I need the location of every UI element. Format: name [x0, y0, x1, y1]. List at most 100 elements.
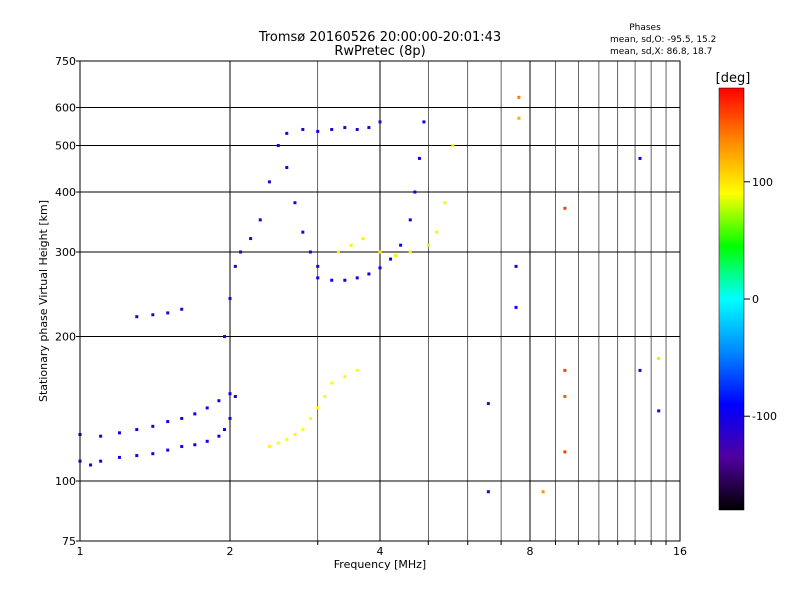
y-tick-label: 300 — [55, 246, 76, 259]
data-point — [435, 230, 439, 234]
data-point — [293, 433, 297, 437]
data-point — [514, 305, 518, 309]
data-point — [330, 381, 334, 385]
data-point — [443, 201, 447, 205]
data-point — [193, 443, 197, 447]
data-point — [563, 206, 567, 210]
data-point — [117, 431, 121, 435]
data-point — [408, 250, 412, 254]
colorbar-tick-label: -100 — [752, 410, 777, 423]
x-tick-label: 8 — [527, 545, 534, 558]
data-point — [285, 165, 289, 169]
data-point — [361, 237, 365, 241]
data-point — [638, 156, 642, 160]
colorbar-tick-label: 100 — [752, 176, 773, 189]
data-point — [166, 448, 170, 452]
data-point — [389, 257, 393, 261]
data-point — [563, 450, 567, 454]
data-point — [99, 459, 103, 463]
data-point — [517, 116, 521, 120]
data-point — [276, 441, 280, 445]
phases-heading: Phases — [629, 23, 661, 33]
data-point — [541, 490, 545, 494]
data-point — [217, 399, 221, 403]
data-point — [657, 409, 661, 413]
data-point — [367, 272, 371, 276]
y-tick-label: 400 — [55, 186, 76, 199]
data-point — [451, 144, 455, 148]
data-point — [267, 445, 271, 449]
colorbar-label: [deg] — [716, 71, 751, 86]
data-point — [228, 416, 232, 420]
data-point — [308, 416, 312, 420]
data-point — [336, 250, 340, 254]
y-tick-label: 500 — [55, 140, 76, 153]
data-point — [486, 490, 490, 494]
data-point — [285, 131, 289, 135]
data-point — [486, 402, 490, 406]
x-tick-label: 16 — [673, 545, 687, 558]
chart-subtitle: RwPretec (8p) — [334, 44, 425, 59]
data-point — [293, 201, 297, 205]
data-point — [166, 311, 170, 315]
data-point — [657, 356, 661, 360]
data-point — [193, 412, 197, 416]
data-point — [205, 406, 209, 410]
data-point — [258, 218, 262, 222]
data-point — [316, 276, 320, 280]
data-point — [343, 278, 347, 282]
data-points — [78, 95, 661, 494]
data-point — [228, 392, 232, 396]
x-axis-label: Frequency [MHz] — [334, 558, 426, 571]
data-point — [355, 127, 359, 131]
data-point — [205, 439, 209, 443]
data-point — [355, 276, 359, 280]
data-point — [394, 254, 398, 258]
data-point — [135, 428, 139, 432]
data-point — [166, 420, 170, 424]
data-point — [316, 264, 320, 268]
data-point — [378, 250, 382, 254]
data-point — [217, 434, 221, 438]
data-point — [151, 424, 155, 428]
data-point — [367, 126, 371, 130]
y-tick-label: 600 — [55, 102, 76, 115]
x-tick-label: 4 — [377, 545, 384, 558]
data-point — [378, 120, 382, 124]
data-point — [422, 120, 426, 124]
data-point — [276, 144, 280, 148]
data-point — [413, 190, 417, 194]
data-point — [180, 416, 184, 420]
data-point — [426, 243, 430, 247]
y-tick-label: 100 — [55, 475, 76, 488]
data-point — [563, 368, 567, 372]
y-axis-label: Stationary phase Virtual Height [km] — [37, 200, 50, 402]
colorbar — [718, 87, 745, 511]
data-point — [233, 395, 237, 399]
grid-lines — [79, 60, 681, 542]
axis-ticks: 1 2 4 8 16 75 100 200 300 400 500 600 750 — [55, 55, 687, 558]
data-point — [99, 434, 103, 438]
data-point — [180, 445, 184, 449]
data-point — [180, 307, 184, 311]
phases-o-stats: mean, sd,O: -95.5, 15.2 — [610, 35, 716, 45]
data-point — [378, 266, 382, 270]
colorbar-tick-label: 0 — [752, 293, 759, 306]
data-point — [349, 243, 353, 247]
data-point — [285, 438, 289, 442]
data-point — [514, 264, 518, 268]
data-point — [151, 452, 155, 456]
data-point — [89, 463, 93, 467]
data-point — [151, 313, 155, 317]
data-point — [267, 180, 271, 184]
data-point — [233, 264, 237, 268]
data-point — [301, 428, 305, 432]
x-tick-label: 1 — [77, 545, 84, 558]
y-tick-label: 200 — [55, 331, 76, 344]
data-point — [408, 218, 412, 222]
data-point — [330, 127, 334, 131]
colorbar-ticks: 100 0 -100 — [744, 176, 777, 423]
data-point — [316, 129, 320, 133]
